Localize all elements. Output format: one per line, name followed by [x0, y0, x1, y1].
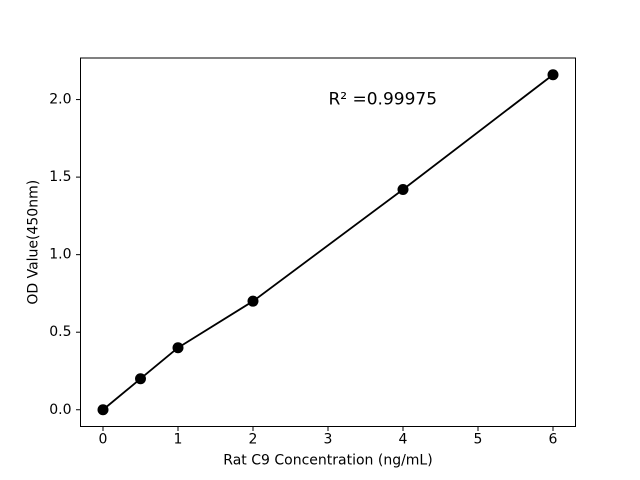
y-tick-label: 1.0: [49, 247, 71, 263]
x-tick-label: 5: [474, 432, 483, 448]
x-axis-label: Rat C9 Concentration (ng/mL): [223, 453, 432, 469]
y-tick-label: 1.5: [49, 169, 71, 185]
x-tick-label: 0: [99, 432, 108, 448]
x-tick-label: 4: [399, 432, 408, 448]
y-tick-label: 0.5: [49, 324, 71, 340]
data-point: [135, 373, 146, 385]
x-tick-label: 1: [174, 432, 183, 448]
y-axis-label: OD Value(450nm): [26, 180, 42, 305]
x-tick-label: 2: [249, 432, 258, 448]
fit-line: [102, 73, 554, 411]
x-tick-label: 6: [549, 432, 558, 448]
x-tick-label: 3: [324, 432, 333, 448]
data-point: [397, 184, 409, 196]
data-point: [172, 342, 184, 354]
y-tick-label: 0.0: [49, 402, 71, 418]
r-squared-annotation: R² =0.99975: [328, 90, 437, 110]
data-point: [247, 295, 259, 307]
data-point: [97, 404, 109, 416]
data-point: [547, 69, 559, 81]
y-tick-label: 2.0: [49, 92, 71, 108]
